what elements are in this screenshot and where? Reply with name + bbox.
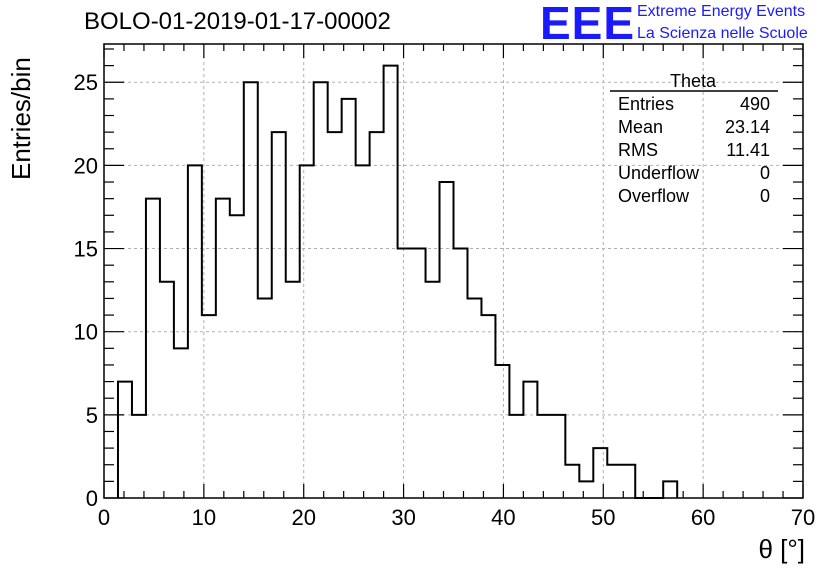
y-axis-title: Entries/bin (6, 57, 36, 180)
y-tick-label: 0 (86, 486, 98, 511)
y-tick-label: 20 (74, 153, 98, 178)
x-tick-label: 10 (192, 505, 216, 530)
stats-value: 0 (760, 186, 770, 206)
x-tick-label: 70 (791, 505, 815, 530)
x-tick-label: 50 (591, 505, 615, 530)
x-tick-label: 60 (691, 505, 715, 530)
plot-frame (103, 43, 804, 499)
x-tick-label: 40 (491, 505, 515, 530)
logo-line-2: La Scienza nelle Scuole (637, 25, 808, 42)
stats-label: Underflow (618, 163, 700, 183)
x-tick-label: 30 (391, 505, 415, 530)
y-tick-label: 25 (74, 70, 98, 95)
x-axis-title: θ [°] (758, 534, 805, 564)
logo-line-1: Extreme Energy Events (637, 3, 806, 20)
x-tick-label: 20 (291, 505, 315, 530)
y-tick-label: 10 (74, 320, 98, 345)
stats-label: Entries (618, 94, 674, 114)
tick-labels: 0 10 20 30 40 50 60 70 0 5 10 15 20 25 (74, 70, 816, 530)
stats-value: 490 (740, 94, 770, 114)
grid-lines (104, 44, 803, 498)
stats-value: 11.41 (726, 140, 770, 160)
stats-label: RMS (618, 140, 658, 160)
histogram-outline (116, 64, 679, 499)
x-tick-label: 0 (98, 505, 110, 530)
plot-title: BOLO-01-2019-01-17-00002 (84, 8, 391, 35)
y-tick-label: 15 (74, 237, 98, 262)
eee-logo: EEE (540, 0, 636, 49)
stats-title: Theta (670, 71, 717, 91)
stats-box: Theta Entries 490 Mean 23.14 RMS 11.41 Underfl… (610, 71, 778, 206)
stats-value: 23.14 (725, 117, 770, 137)
y-tick-label: 5 (86, 403, 98, 428)
stats-value: 0 (760, 163, 770, 183)
axis-ticks (103, 44, 804, 499)
stats-label: Overflow (618, 186, 690, 206)
stats-label: Mean (618, 117, 663, 137)
